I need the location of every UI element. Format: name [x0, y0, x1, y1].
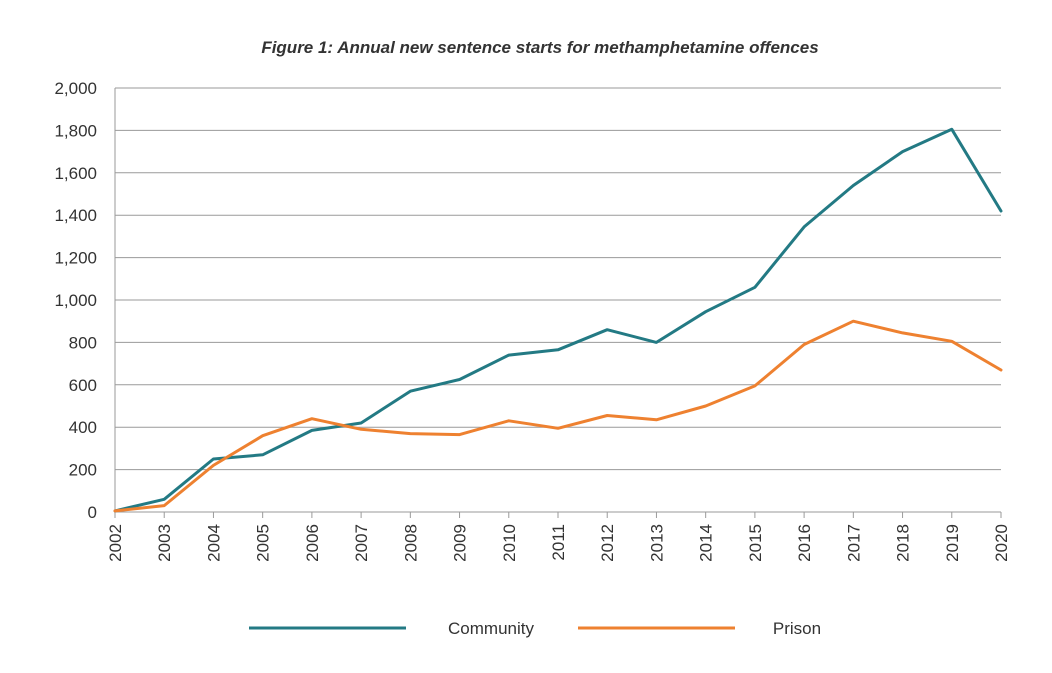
x-tick-label: 2013	[647, 524, 666, 562]
y-tick-label: 200	[69, 461, 97, 480]
x-tick-label: 2010	[500, 524, 519, 562]
x-tick-label: 2005	[254, 524, 273, 562]
chart-title: Figure 1: Annual new sentence starts for…	[261, 38, 818, 57]
gridlines	[115, 87, 1001, 471]
y-tick-label: 1,800	[54, 121, 97, 140]
x-tick-label: 2012	[598, 524, 617, 562]
y-tick-label: 1,000	[54, 291, 97, 310]
legend-label-community: Community	[448, 619, 534, 638]
x-tick-label: 2014	[697, 524, 716, 562]
series-line-community	[113, 127, 1003, 513]
series-line-prison	[113, 319, 1003, 513]
y-tick-label: 1,200	[54, 249, 97, 268]
x-tick-label: 2016	[795, 524, 814, 562]
y-axis-ticks: 0 200 400 600 800 1,000 1,200 1,400 1,600 1,800 2,…	[54, 79, 97, 522]
legend-label-prison: Prison	[773, 619, 821, 638]
x-tick-label: 2009	[451, 524, 470, 562]
y-tick-label: 1,600	[54, 164, 97, 183]
y-tick-label: 2,000	[54, 79, 97, 98]
x-tick-label: 2019	[943, 524, 962, 562]
x-tick-label: 2008	[401, 524, 420, 562]
x-tick-label: 2004	[204, 524, 223, 562]
y-tick-label: 1,400	[54, 206, 97, 225]
x-tick-label: 2015	[746, 524, 765, 562]
x-tick-label: 2018	[894, 524, 913, 562]
x-tick-label: 2007	[352, 524, 371, 562]
legend: Community Prison	[249, 619, 821, 638]
x-tick-label: 2017	[844, 524, 863, 562]
x-tick-label: 2006	[303, 524, 322, 562]
y-tick-label: 0	[88, 503, 97, 522]
y-tick-label: 600	[69, 376, 97, 395]
x-tick-label: 2002	[106, 524, 125, 562]
x-tick-label: 2003	[155, 524, 174, 562]
x-tick-label: 2011	[549, 524, 568, 561]
x-tick-label: 2020	[992, 524, 1011, 562]
y-tick-label: 800	[69, 333, 97, 352]
x-axis-ticks: 2002 2003 2004 2005 2006 2007 2008 2009 2010 2011…	[106, 512, 1011, 562]
y-tick-label: 400	[69, 418, 97, 437]
series-lines	[113, 127, 1003, 513]
